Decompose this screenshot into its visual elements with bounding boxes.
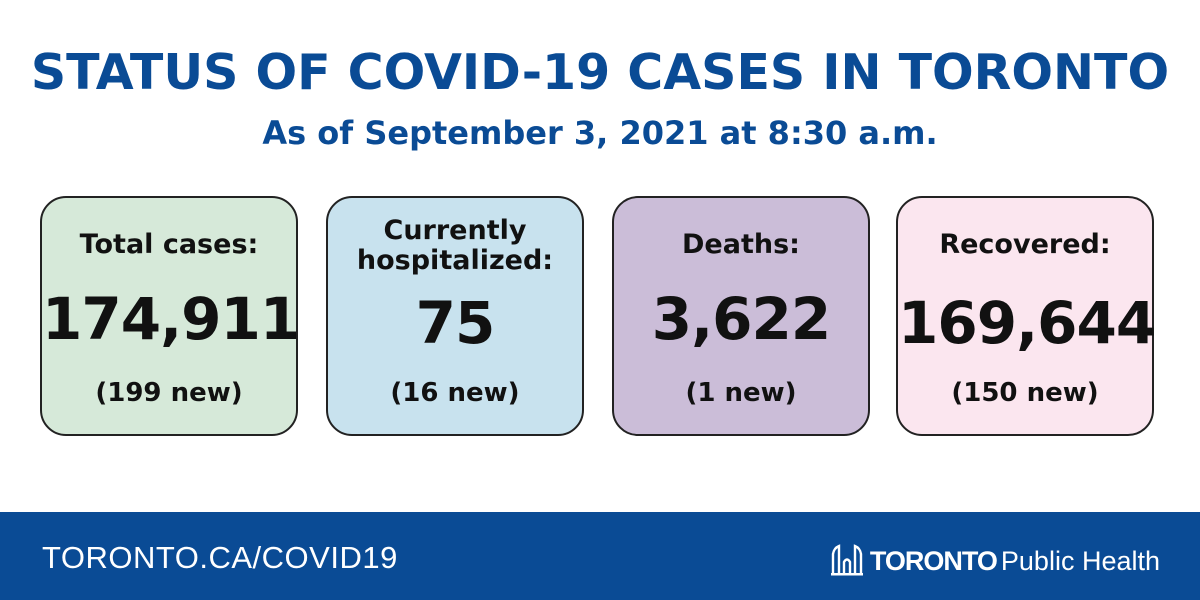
city-hall-icon bbox=[830, 544, 863, 576]
total-cases-label: Total cases: bbox=[79, 229, 259, 260]
hospitalized-value: 75 bbox=[415, 289, 496, 357]
deaths-label: Deaths: bbox=[682, 229, 800, 260]
logo-department-text: Public Health bbox=[1000, 546, 1160, 576]
hospitalized-label-line1: Currently bbox=[383, 215, 527, 246]
toronto-public-health-logo: TORONTO Public Health bbox=[830, 536, 1160, 576]
footer-bar: TORONTO.CA/COVID19 TORONTO Public Health bbox=[0, 512, 1200, 600]
page-title: STATUS OF COVID-19 CASES IN TORONTO bbox=[30, 44, 1170, 101]
recovered-new: (150 new) bbox=[951, 378, 1099, 408]
total-cases-card: Total cases: 174,911 (199 new) bbox=[40, 196, 300, 436]
total-cases-value: 174,911 bbox=[42, 285, 300, 353]
footer-url-link[interactable]: TORONTO.CA/COVID19 bbox=[42, 540, 398, 575]
deaths-card: Deaths: 3,622 (1 new) bbox=[612, 196, 870, 436]
recovered-value: 169,644 bbox=[898, 289, 1156, 357]
hospitalized-label: Currently hospitalized: bbox=[328, 216, 582, 276]
page-subtitle: As of September 3, 2021 at 8:30 a.m. bbox=[262, 114, 938, 152]
hospitalized-new: (16 new) bbox=[390, 378, 520, 408]
total-cases-new: (199 new) bbox=[95, 378, 243, 408]
recovered-label: Recovered: bbox=[939, 229, 1111, 260]
hospitalized-card: Currently hospitalized: 75 (16 new) bbox=[326, 196, 584, 436]
logo-brand-text: TORONTO bbox=[869, 546, 998, 576]
recovered-card: Recovered: 169,644 (150 new) bbox=[896, 196, 1156, 436]
deaths-new: (1 new) bbox=[685, 378, 797, 408]
deaths-value: 3,622 bbox=[651, 285, 831, 353]
hospitalized-label-line2: hospitalized: bbox=[356, 245, 554, 276]
